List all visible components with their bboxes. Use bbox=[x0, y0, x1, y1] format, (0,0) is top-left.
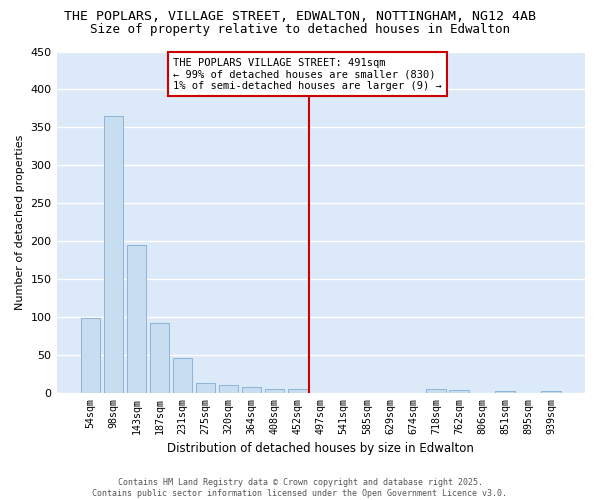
Bar bbox=[242, 386, 262, 393]
X-axis label: Distribution of detached houses by size in Edwalton: Distribution of detached houses by size … bbox=[167, 442, 474, 455]
Bar bbox=[104, 116, 123, 393]
Bar bbox=[127, 245, 146, 393]
Bar bbox=[541, 392, 561, 393]
Bar bbox=[173, 358, 193, 393]
Bar bbox=[149, 323, 169, 393]
Text: Contains HM Land Registry data © Crown copyright and database right 2025.
Contai: Contains HM Land Registry data © Crown c… bbox=[92, 478, 508, 498]
Bar bbox=[426, 389, 446, 393]
Bar bbox=[265, 389, 284, 393]
Text: Size of property relative to detached houses in Edwalton: Size of property relative to detached ho… bbox=[90, 22, 510, 36]
Y-axis label: Number of detached properties: Number of detached properties bbox=[15, 134, 25, 310]
Text: THE POPLARS VILLAGE STREET: 491sqm
← 99% of detached houses are smaller (830)
1%: THE POPLARS VILLAGE STREET: 491sqm ← 99%… bbox=[173, 58, 442, 91]
Bar bbox=[496, 392, 515, 393]
Bar bbox=[80, 318, 100, 393]
Bar bbox=[288, 389, 308, 393]
Bar bbox=[196, 383, 215, 393]
Text: THE POPLARS, VILLAGE STREET, EDWALTON, NOTTINGHAM, NG12 4AB: THE POPLARS, VILLAGE STREET, EDWALTON, N… bbox=[64, 10, 536, 23]
Bar bbox=[219, 385, 238, 393]
Bar bbox=[449, 390, 469, 393]
